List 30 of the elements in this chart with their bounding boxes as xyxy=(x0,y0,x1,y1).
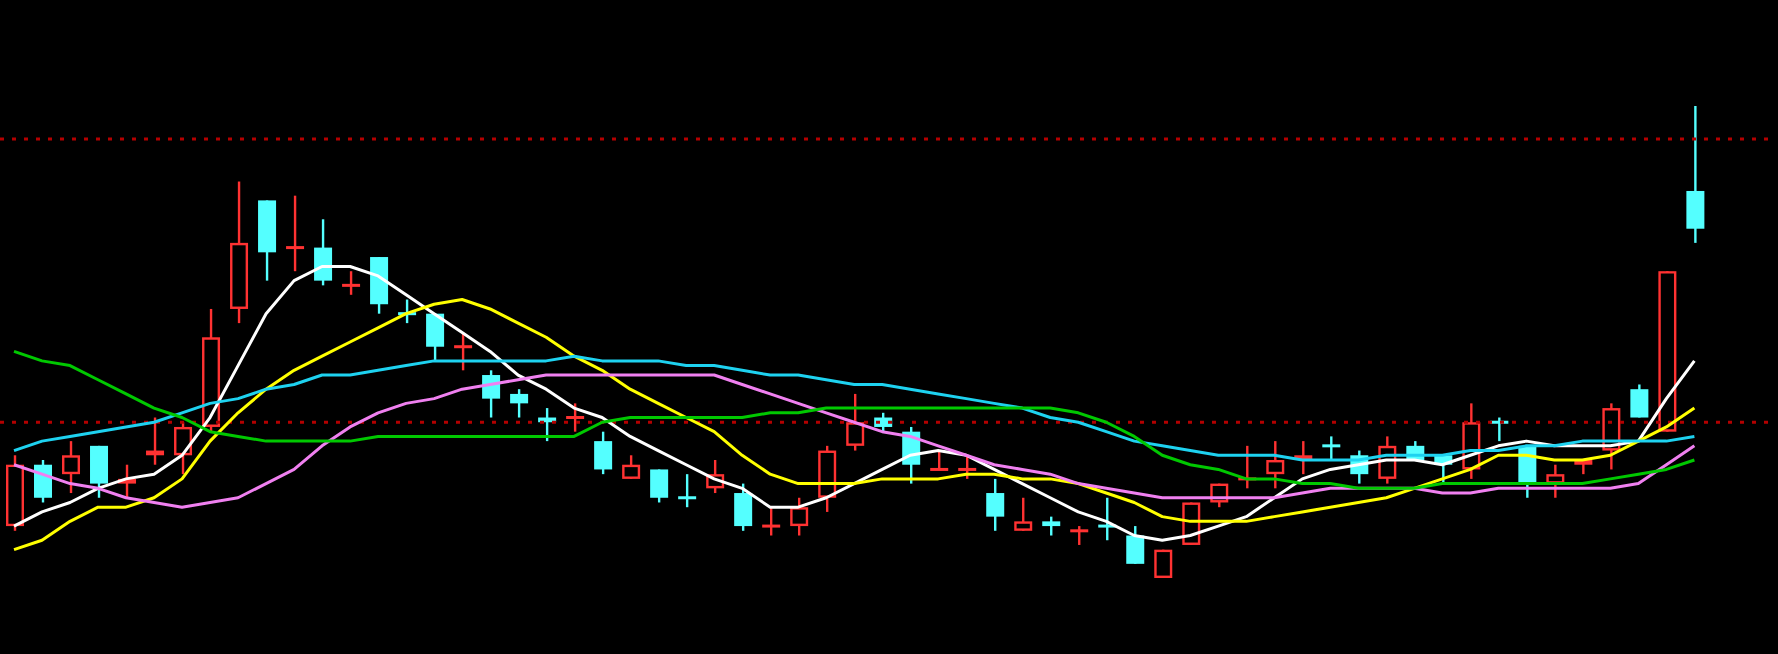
candlestick xyxy=(1266,439,1285,490)
candlestick xyxy=(510,388,529,419)
candlestick xyxy=(762,506,781,537)
candlestick xyxy=(34,458,53,504)
candlestick xyxy=(1126,524,1145,566)
candlestick xyxy=(650,468,669,504)
candlestick xyxy=(90,444,109,499)
candlestick xyxy=(314,218,333,287)
candlestick xyxy=(62,439,81,495)
candlestick xyxy=(1070,524,1089,547)
candlestick xyxy=(426,312,445,363)
candlestick xyxy=(1630,383,1649,419)
candlestick xyxy=(930,449,949,471)
candlestick xyxy=(342,270,361,296)
candlestick xyxy=(566,402,585,433)
candlestick xyxy=(454,331,473,372)
candlestick xyxy=(286,194,305,273)
candlestick xyxy=(1042,515,1061,537)
candlestick xyxy=(958,454,977,481)
candlestick xyxy=(734,482,753,532)
candlestick xyxy=(594,430,613,476)
candlestick xyxy=(986,477,1005,532)
candlestick xyxy=(622,454,641,481)
candlestick xyxy=(370,255,389,315)
candlestick xyxy=(678,472,697,509)
candlestick xyxy=(846,392,865,452)
candlestick xyxy=(1322,435,1341,462)
candlestick xyxy=(1686,106,1705,245)
candlestick xyxy=(174,421,193,476)
candlestick xyxy=(790,496,809,537)
